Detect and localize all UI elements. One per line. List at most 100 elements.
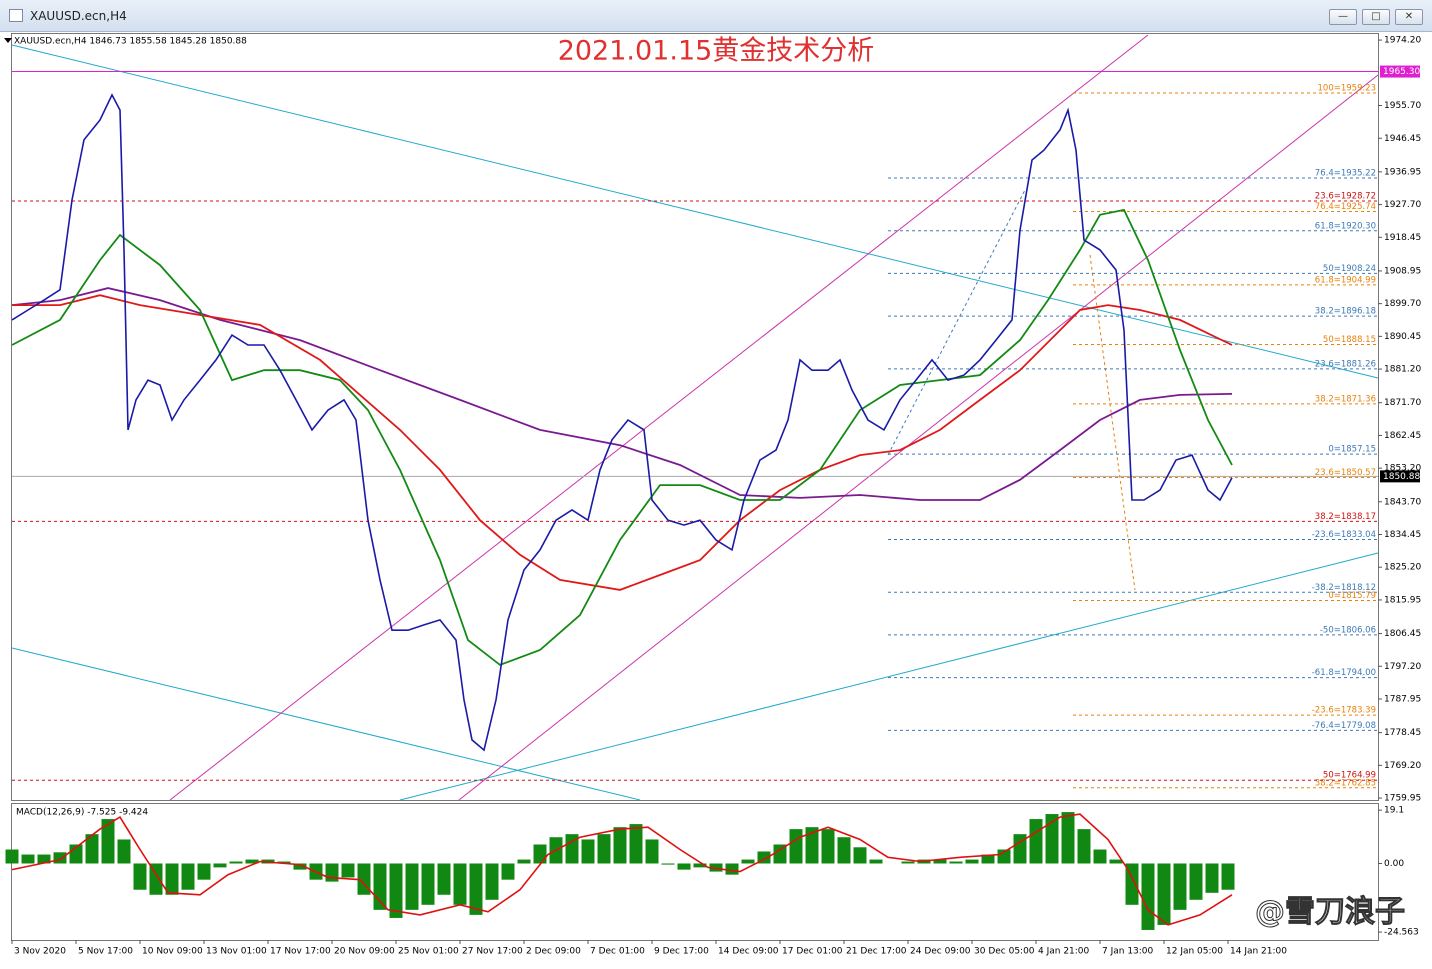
y-tick-label: 1825.20 — [1384, 563, 1421, 573]
y-tick-label: 1778.45 — [1384, 728, 1421, 738]
channel-line — [169, 34, 1149, 801]
macd-bar — [421, 863, 435, 905]
fib-label: 61.8=1904.99 — [1315, 275, 1376, 285]
macd-bar — [133, 863, 147, 890]
fib-label: 50=1764.99 — [1323, 771, 1376, 781]
fib-label: 38.2=1871.36 — [1315, 394, 1376, 404]
fib-label: -76.4=1779.08 — [1312, 721, 1376, 731]
fib-label: -61.8=1794.00 — [1312, 668, 1376, 678]
macd-bar — [245, 859, 259, 864]
macd-bar — [853, 847, 867, 864]
macd-bar — [437, 863, 451, 895]
moving-average — [11, 287, 1233, 501]
x-tick-label: 12 Jan 05:00 — [1166, 947, 1223, 957]
x-tick-label: 20 Nov 09:00 — [334, 947, 395, 957]
x-tick-label: 30 Dec 05:00 — [974, 947, 1035, 957]
macd-bar — [181, 863, 195, 890]
macd-bar — [1205, 863, 1219, 893]
y-tick-label: -24.563 — [1384, 928, 1419, 938]
channel-line — [458, 74, 1379, 801]
y-tick-label: 1871.70 — [1384, 398, 1421, 408]
macd-bar — [517, 859, 531, 864]
macd-bar — [837, 837, 851, 864]
trend-line — [11, 647, 641, 801]
macd-bar — [789, 829, 803, 864]
maximize-button[interactable]: □ — [1362, 9, 1390, 25]
fib-base-line — [1089, 254, 1136, 591]
macd-bar — [869, 859, 883, 864]
fib-label: 23.6=1850.57 — [1315, 468, 1376, 478]
macd-bar — [597, 834, 611, 864]
moving-average — [12, 294, 1233, 591]
macd-bar — [1125, 863, 1139, 905]
macd-bar — [1141, 863, 1155, 930]
x-tick-label: 14 Dec 09:00 — [718, 947, 779, 957]
x-tick-label: 4 Jan 21:00 — [1038, 947, 1090, 957]
macd-bar — [693, 863, 707, 868]
macd-bar — [213, 863, 227, 868]
x-tick-label: 17 Dec 01:00 — [782, 947, 843, 957]
x-tick-label: 7 Jan 13:00 — [1102, 947, 1154, 957]
macd-bar — [933, 859, 947, 864]
fib-label: -23.6=1833.04 — [1312, 530, 1376, 540]
title-bar: XAUUSD.ecn,H4 — □ ✕ — [0, 0, 1432, 32]
macd-bar — [997, 849, 1011, 864]
fib-label: -23.6=1783.39 — [1312, 706, 1376, 716]
price-label-box — [1380, 470, 1420, 483]
signal-line — [11, 813, 1233, 926]
macd-bar — [149, 863, 163, 895]
macd-bar — [85, 834, 99, 864]
y-tick-label: 1890.45 — [1384, 332, 1421, 342]
fib-label: 23.6=1881.26 — [1315, 359, 1376, 369]
macd-bar — [37, 854, 51, 864]
price-line-series — [11, 93, 1233, 752]
macd-bar — [101, 819, 115, 864]
y-tick-label: 1815.95 — [1384, 595, 1421, 605]
y-tick-label: 1843.70 — [1384, 497, 1421, 507]
fib-label: -50=1806.06 — [1320, 625, 1376, 635]
macd-bar — [1045, 814, 1059, 864]
x-tick-label: 17 Nov 17:00 — [270, 947, 331, 957]
macd-bar — [485, 863, 499, 900]
fib-base-line — [887, 189, 1026, 456]
macd-bar — [277, 861, 291, 864]
price-label: 1850.88 — [1383, 472, 1420, 482]
macd-bar — [1189, 863, 1203, 900]
macd-bar — [709, 863, 723, 872]
price-label: 1965.30 — [1383, 67, 1420, 77]
price-pane-frame — [11, 33, 1379, 801]
macd-bar — [981, 854, 995, 864]
chart-info: XAUUSD.ecn,H4 1846.73 1855.58 1845.28 18… — [14, 37, 247, 47]
macd-bar — [661, 863, 675, 865]
fib-label: -38.2=1818.12 — [1312, 583, 1376, 593]
watermark: @雪刀浪子 — [1255, 895, 1405, 930]
fib-label: 0=1857.15 — [1328, 445, 1376, 455]
x-tick-label: 14 Jan 21:00 — [1230, 947, 1287, 957]
y-tick-label: 1797.20 — [1384, 662, 1421, 672]
y-tick-label: 19.1 — [1384, 806, 1404, 816]
macd-bar — [629, 824, 643, 864]
y-tick-label: 1834.45 — [1384, 530, 1421, 540]
x-tick-label: 25 Nov 01:00 — [398, 947, 459, 957]
macd-bar — [405, 863, 419, 910]
price-label-box — [1380, 65, 1420, 78]
macd-bar — [453, 863, 467, 905]
fib-label: 38.2=1838.17 — [1315, 512, 1376, 522]
y-tick-label: 1946.45 — [1384, 134, 1421, 144]
chart-background — [0, 32, 1432, 969]
y-tick-label: 1899.70 — [1384, 299, 1421, 309]
macd-bar — [949, 861, 963, 864]
close-button[interactable]: ✕ — [1395, 9, 1423, 25]
macd-bar — [613, 827, 627, 864]
macd-bar — [389, 863, 403, 918]
moving-average — [11, 208, 1233, 666]
macd-bar — [1093, 849, 1107, 864]
macd-bar — [725, 863, 739, 875]
x-tick-label: 21 Dec 17:00 — [846, 947, 907, 957]
minimize-button[interactable]: — — [1329, 9, 1357, 25]
trend-lines — [11, 34, 1379, 801]
fib-label: 50=1908.24 — [1323, 264, 1376, 274]
y-tick-label: 1955.70 — [1384, 101, 1421, 111]
fib-label: 61.8=1920.30 — [1315, 221, 1376, 231]
macd-bar — [773, 844, 787, 864]
